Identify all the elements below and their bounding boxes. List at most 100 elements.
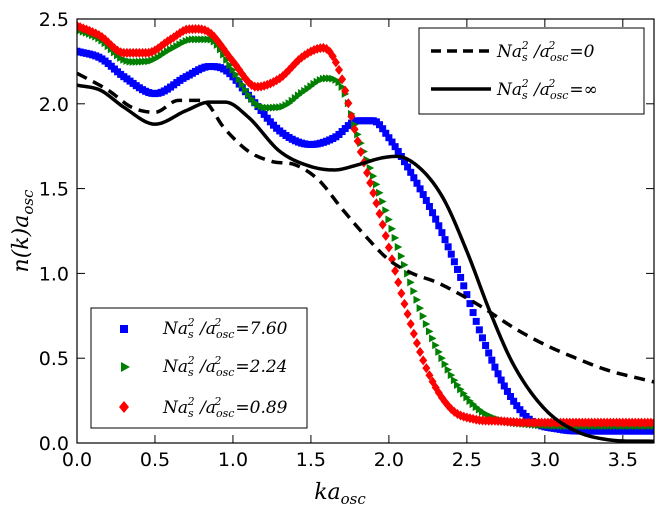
data-point	[447, 250, 455, 258]
legend-entry-1: Nas2 /aosc2 =∞	[496, 77, 598, 102]
data-point	[507, 393, 515, 401]
data-point	[450, 258, 458, 266]
data-point	[397, 288, 406, 299]
data-point	[391, 233, 400, 242]
legend-marker-diamond	[119, 401, 129, 413]
data-point	[485, 349, 493, 357]
x-tick-label: 1.5	[296, 449, 326, 471]
data-point	[379, 197, 387, 206]
data-point	[381, 230, 390, 241]
x-tick-label: 0.5	[140, 449, 170, 471]
data-point	[388, 138, 396, 146]
legend-entry-2: Nas2 /aosc2 =7.60	[162, 316, 288, 341]
data-point	[416, 185, 424, 193]
data-point	[85, 25, 94, 36]
data-point	[510, 397, 518, 405]
data-point	[450, 376, 459, 385]
data-point	[338, 82, 347, 91]
y-axis-label-sub: osc	[19, 189, 37, 215]
data-point	[432, 215, 440, 223]
x-tick-label: 1.0	[218, 449, 248, 471]
data-point	[454, 265, 462, 273]
series-line	[77, 83, 654, 443]
data-point	[441, 236, 449, 244]
data-point	[422, 363, 431, 374]
data-point	[369, 188, 378, 199]
data-point	[350, 124, 359, 135]
data-point	[482, 341, 490, 349]
x-tick-label: 3.5	[608, 449, 638, 471]
data-point	[425, 202, 433, 210]
data-point	[376, 188, 384, 197]
data-point	[363, 167, 372, 178]
data-point	[454, 380, 462, 389]
legend-top-right: Nas2 /aosc2 =0 Nas2 /aosc2 =∞	[418, 27, 645, 115]
data-point	[394, 243, 403, 252]
data-point	[475, 326, 483, 334]
series-4	[77, 20, 654, 428]
y-tick-label: 0.0	[39, 433, 69, 455]
data-point	[400, 298, 409, 309]
series-0	[77, 71, 654, 384]
data-point	[372, 198, 381, 209]
data-point	[382, 129, 390, 137]
data-point	[650, 417, 654, 428]
data-point	[413, 179, 421, 187]
data-point	[488, 356, 496, 364]
data-point	[406, 319, 415, 330]
x-tick-label: 2.5	[452, 449, 482, 471]
data-point	[409, 328, 418, 339]
legend-top-right-frame	[418, 27, 645, 115]
data-point	[403, 309, 412, 320]
data-point	[341, 85, 350, 96]
data-point	[334, 64, 343, 75]
data-point	[497, 376, 505, 384]
data-point	[335, 78, 343, 87]
data-point	[469, 309, 477, 317]
data-point	[347, 111, 356, 122]
y-tick-label: 2.5	[39, 9, 69, 31]
data-point	[238, 80, 247, 89]
legend-marker-triangle	[121, 362, 130, 372]
data-point	[435, 222, 443, 230]
x-tick-label: 2.0	[374, 449, 404, 471]
legend-bottom-left: Nas2 /aosc2 =7.60 Nas2 /aosc2 =2.24 Nas2 /…	[90, 307, 308, 429]
data-point	[457, 273, 465, 281]
data-point	[494, 370, 502, 378]
data-point	[407, 168, 415, 176]
data-point	[466, 300, 474, 308]
data-point	[425, 327, 434, 336]
y-tick-label: 0.5	[39, 348, 69, 370]
data-point	[391, 265, 400, 276]
data-point	[503, 387, 511, 395]
y-tick-label: 1.5	[39, 179, 69, 201]
data-point	[372, 180, 381, 189]
data-point	[441, 360, 450, 369]
data-point	[419, 355, 428, 366]
legend-entry-4: Nas2 /aosc2 =0.89	[162, 395, 288, 420]
legend-marker-square	[120, 325, 128, 333]
x-tick-label: 3.0	[530, 449, 560, 471]
data-point	[378, 219, 387, 230]
data-point	[435, 347, 443, 356]
data-point	[444, 365, 453, 374]
data-point	[344, 98, 353, 109]
data-point	[229, 65, 237, 74]
data-point	[338, 74, 347, 85]
data-point	[369, 172, 378, 181]
data-point	[463, 291, 471, 299]
data-point	[263, 114, 271, 122]
x-axis-label-sub: osc	[341, 490, 367, 508]
data-point	[394, 147, 402, 155]
data-point	[391, 143, 399, 151]
data-point	[457, 385, 465, 394]
data-point	[235, 75, 244, 84]
data-point	[245, 90, 253, 99]
data-point	[400, 260, 409, 269]
data-point	[650, 427, 654, 435]
x-axis-label: kaosc	[314, 480, 366, 508]
series-line	[77, 71, 654, 384]
y-tick-label: 1.0	[39, 263, 69, 285]
data-point	[419, 312, 428, 321]
plot-frame	[76, 18, 655, 444]
